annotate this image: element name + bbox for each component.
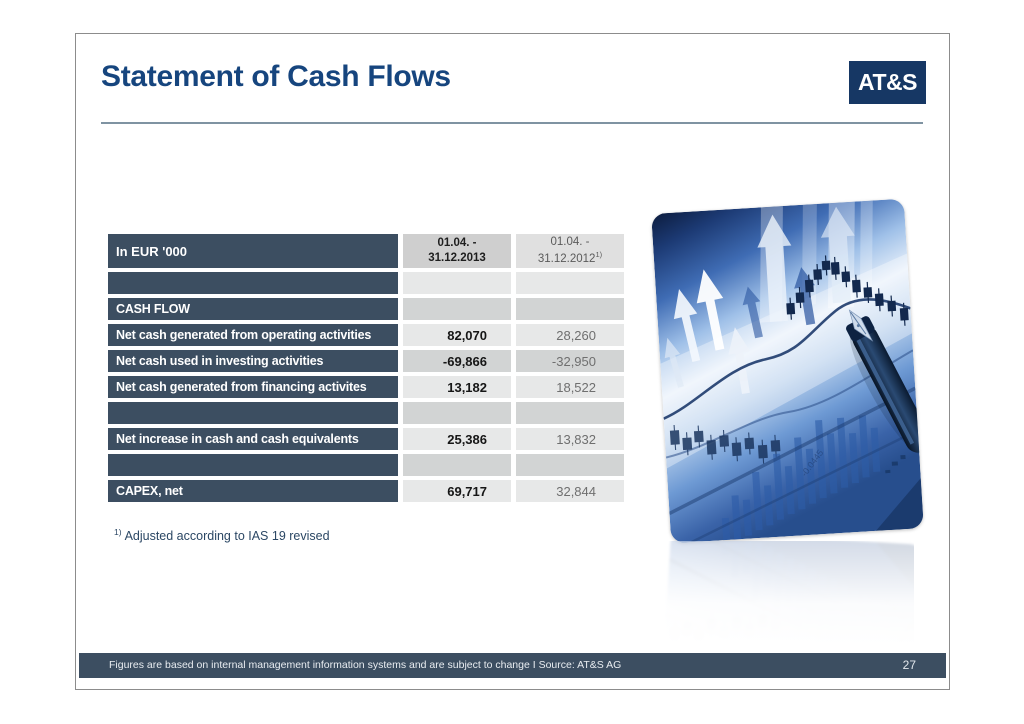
cashflow-table-body: CASH FLOW Net cash generated from operati… <box>108 272 624 502</box>
photo-reflection <box>661 541 914 645</box>
table-header-row: In EUR '000 01.04. - 31.12.2013 01.04. -… <box>108 234 624 268</box>
row-label <box>108 402 398 424</box>
value-2012 <box>516 454 624 476</box>
financial-chart-art: -0.0445 <box>651 198 924 544</box>
value-2012: 18,522 <box>516 376 624 398</box>
value-2012: -32,950 <box>516 350 624 372</box>
page-title: Statement of Cash Flows <box>101 60 451 93</box>
value-2013: 13,182 <box>403 376 511 398</box>
value-2013: 25,386 <box>403 428 511 450</box>
row-label: CASH FLOW <box>108 298 398 320</box>
value-2013 <box>403 454 511 476</box>
period-2012-line1: 01.04. - <box>550 236 590 249</box>
column-header-2012: 01.04. - 31.12.20121) <box>516 234 624 268</box>
value-2012: 13,832 <box>516 428 624 450</box>
value-2013 <box>403 298 511 320</box>
page-number: 27 <box>902 658 916 672</box>
row-label <box>108 272 398 294</box>
cashflow-table: In EUR '000 01.04. - 31.12.2013 01.04. -… <box>108 234 624 506</box>
value-2012 <box>516 272 624 294</box>
table-row: Net cash generated from operating activi… <box>108 324 624 346</box>
value-2012 <box>516 298 624 320</box>
value-2012: 28,260 <box>516 324 624 346</box>
value-2013: -69,866 <box>403 350 511 372</box>
row-label: Net increase in cash and cash equivalent… <box>108 428 398 450</box>
footnote-ref: 1) <box>595 250 603 260</box>
period-2013-line1: 01.04. - <box>437 237 477 250</box>
value-2013 <box>403 402 511 424</box>
table-row: CASH FLOW <box>108 298 624 320</box>
table-row: Net cash generated from financing activi… <box>108 376 624 398</box>
table-row: Net increase in cash and cash equivalent… <box>108 428 624 450</box>
ats-logo: AT&S <box>849 61 926 104</box>
table-row: Net cash used in investing activities -69… <box>108 350 624 372</box>
title-divider <box>101 122 923 124</box>
footnote-text: Adjusted according to IAS 19 revised <box>124 529 330 544</box>
table-row <box>108 272 624 294</box>
value-2013 <box>403 272 511 294</box>
reflection-fade-overlay <box>661 541 914 645</box>
table-row <box>108 454 624 476</box>
row-label: Net cash used in investing activities <box>108 350 398 372</box>
value-2012: 32,844 <box>516 480 624 502</box>
footer-source-text: Figures are based on internal management… <box>109 659 622 671</box>
value-2013: 82,070 <box>403 324 511 346</box>
row-label: Net cash generated from financing activi… <box>108 376 398 398</box>
period-2013-line2: 31.12.2013 <box>428 252 486 264</box>
value-2012 <box>516 402 624 424</box>
slide-page: Statement of Cash Flows AT&S In EUR '000… <box>75 33 950 690</box>
row-label <box>108 454 398 476</box>
row-label: Net cash generated from operating activi… <box>108 324 398 346</box>
value-2013: 69,717 <box>403 480 511 502</box>
unit-label-cell: In EUR '000 <box>108 234 398 268</box>
period-2012-line2: 31.12.20121) <box>537 250 603 265</box>
footnote: 1) Adjusted according to IAS 19 revised <box>114 527 330 543</box>
table-row: CAPEX, net 69,717 32,844 <box>108 480 624 502</box>
financial-chart-photo: -0.0445 <box>651 198 924 544</box>
footnote-marker: 1) <box>114 527 122 537</box>
column-header-2013: 01.04. - 31.12.2013 <box>403 234 511 268</box>
table-row <box>108 402 624 424</box>
row-label: CAPEX, net <box>108 480 398 502</box>
footer-bar: Figures are based on internal management… <box>79 653 946 678</box>
